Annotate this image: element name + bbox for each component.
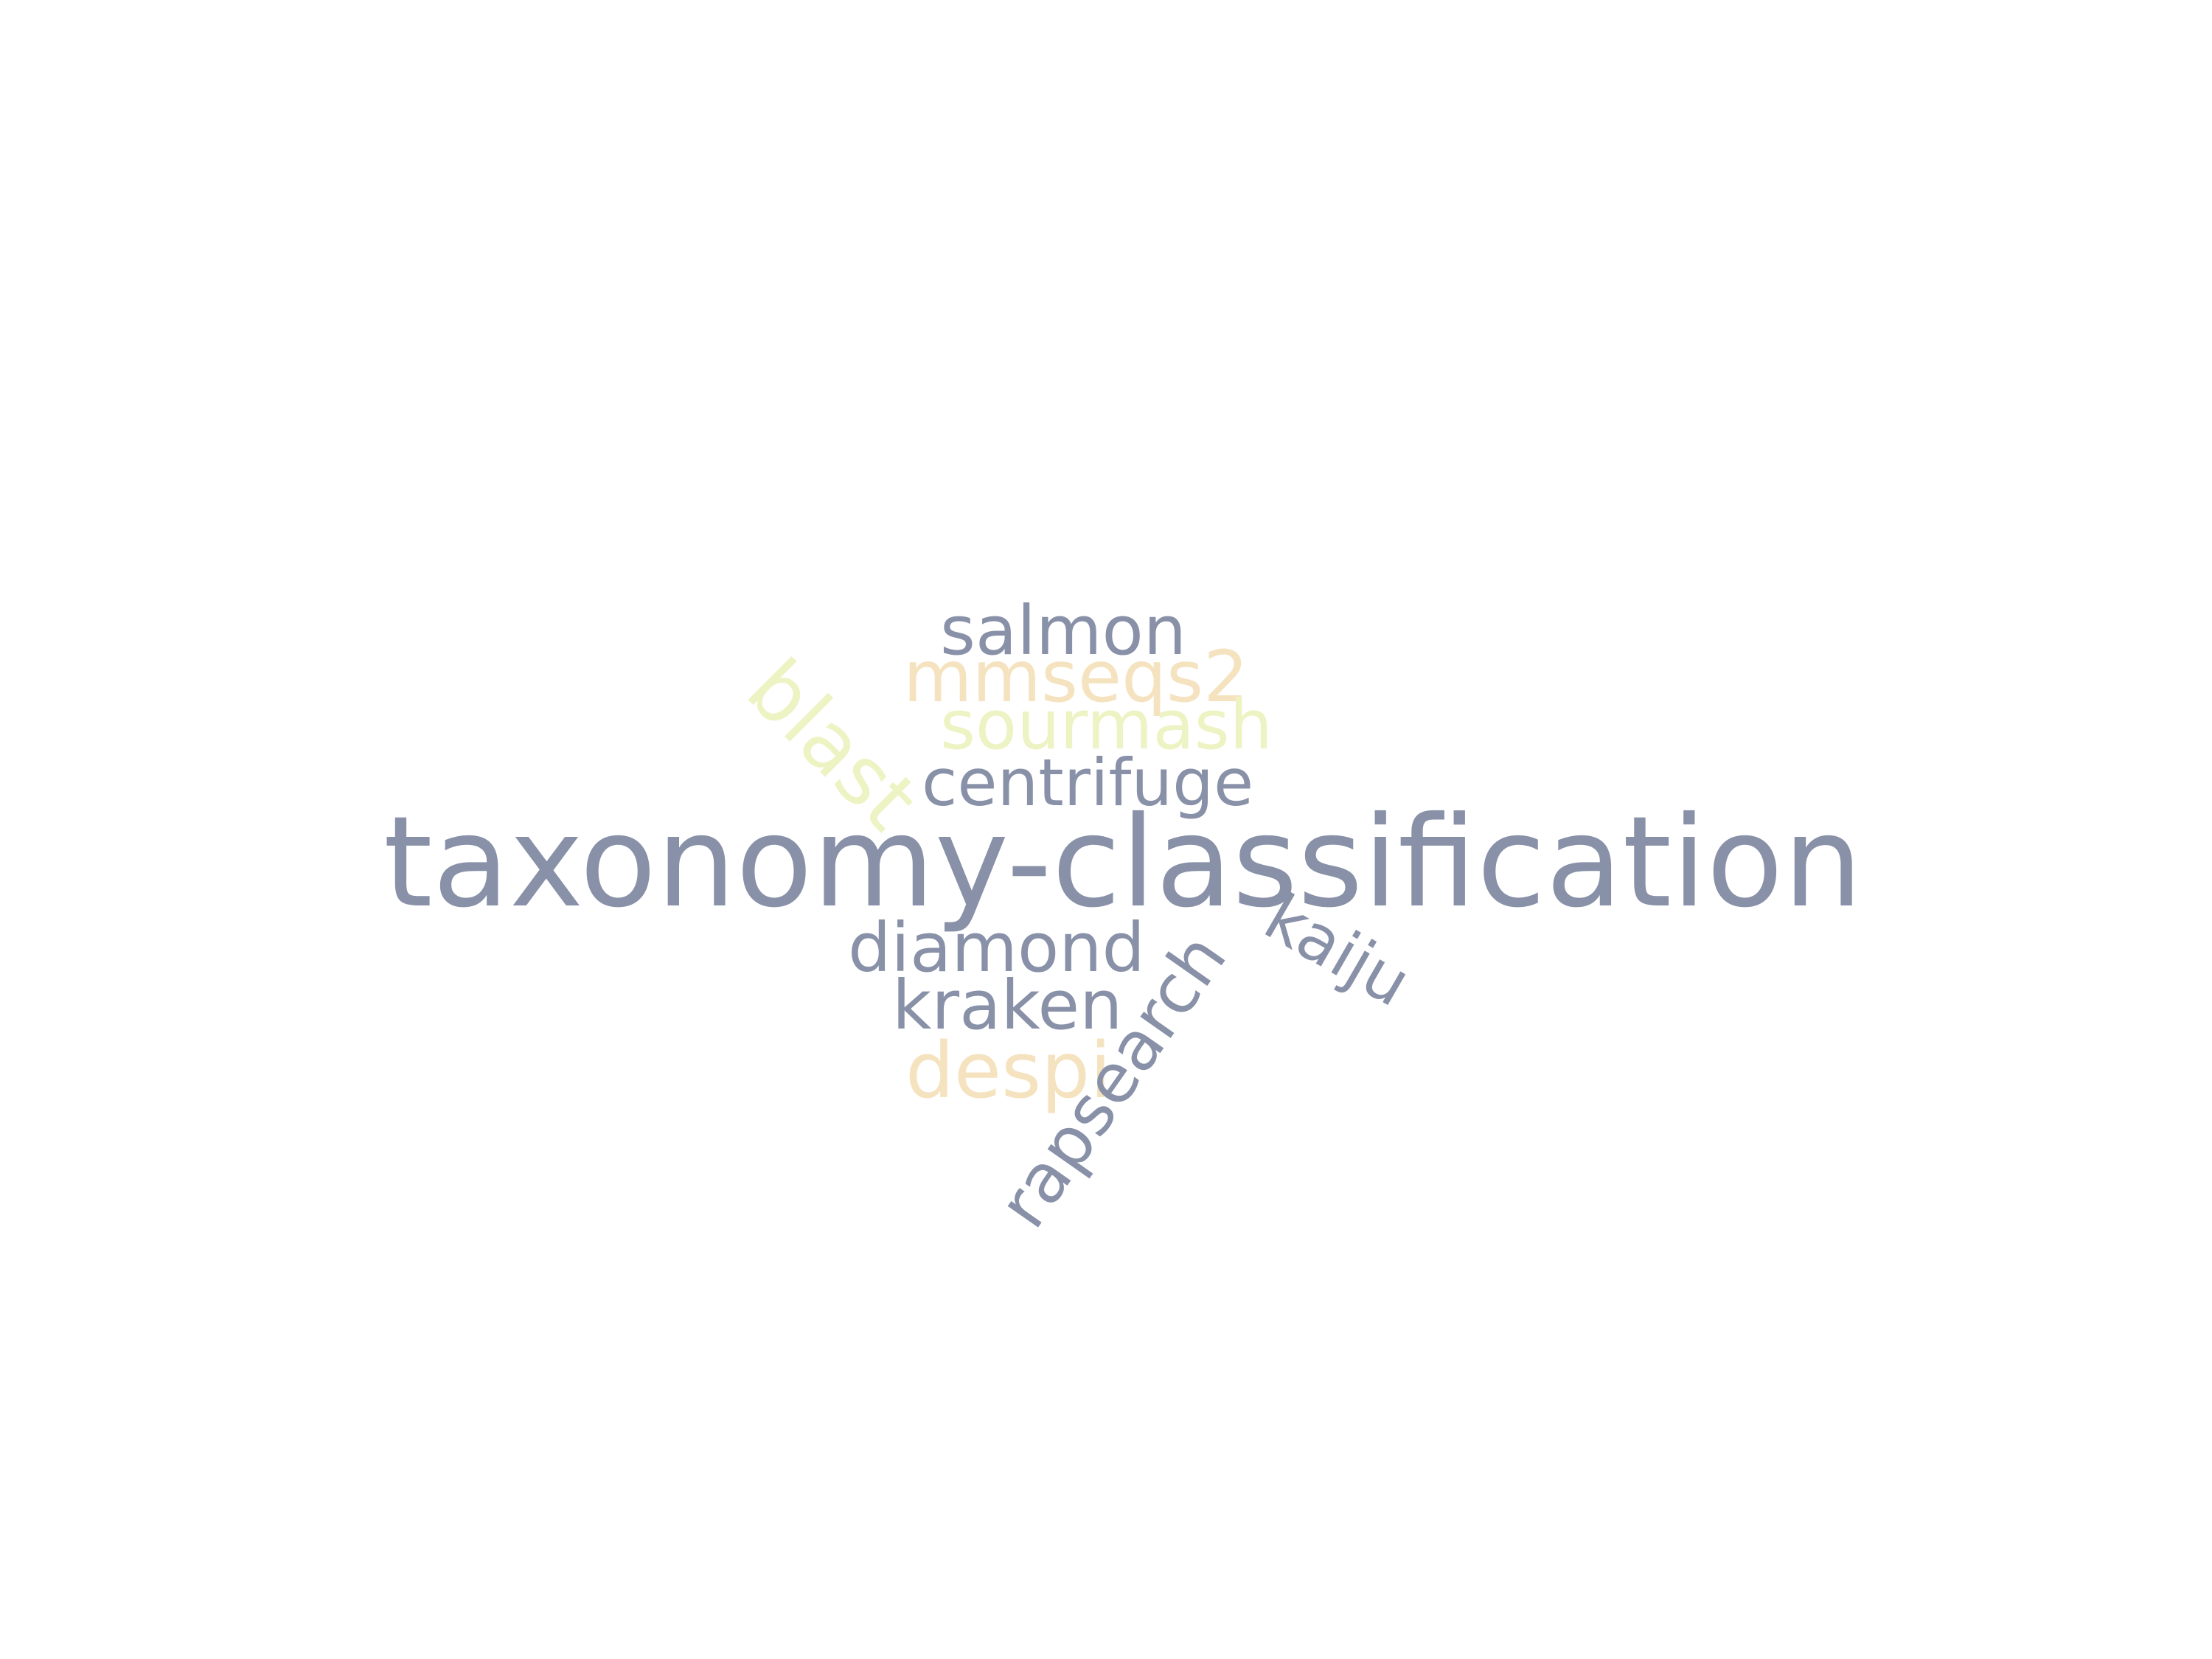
word-centrifuge: centrifuge [922, 745, 1254, 821]
word-salmon: salmon [940, 591, 1187, 670]
word-taxonomy-classification: taxonomy-classification [383, 790, 1863, 936]
word-kraken: kraken [892, 966, 1123, 1045]
word-despi: despi [905, 1026, 1112, 1116]
word-sourmash: sourmash [940, 686, 1273, 765]
word-mmseqs2: mmseqs2 [903, 636, 1249, 718]
word-diamond: diamond [848, 908, 1145, 987]
